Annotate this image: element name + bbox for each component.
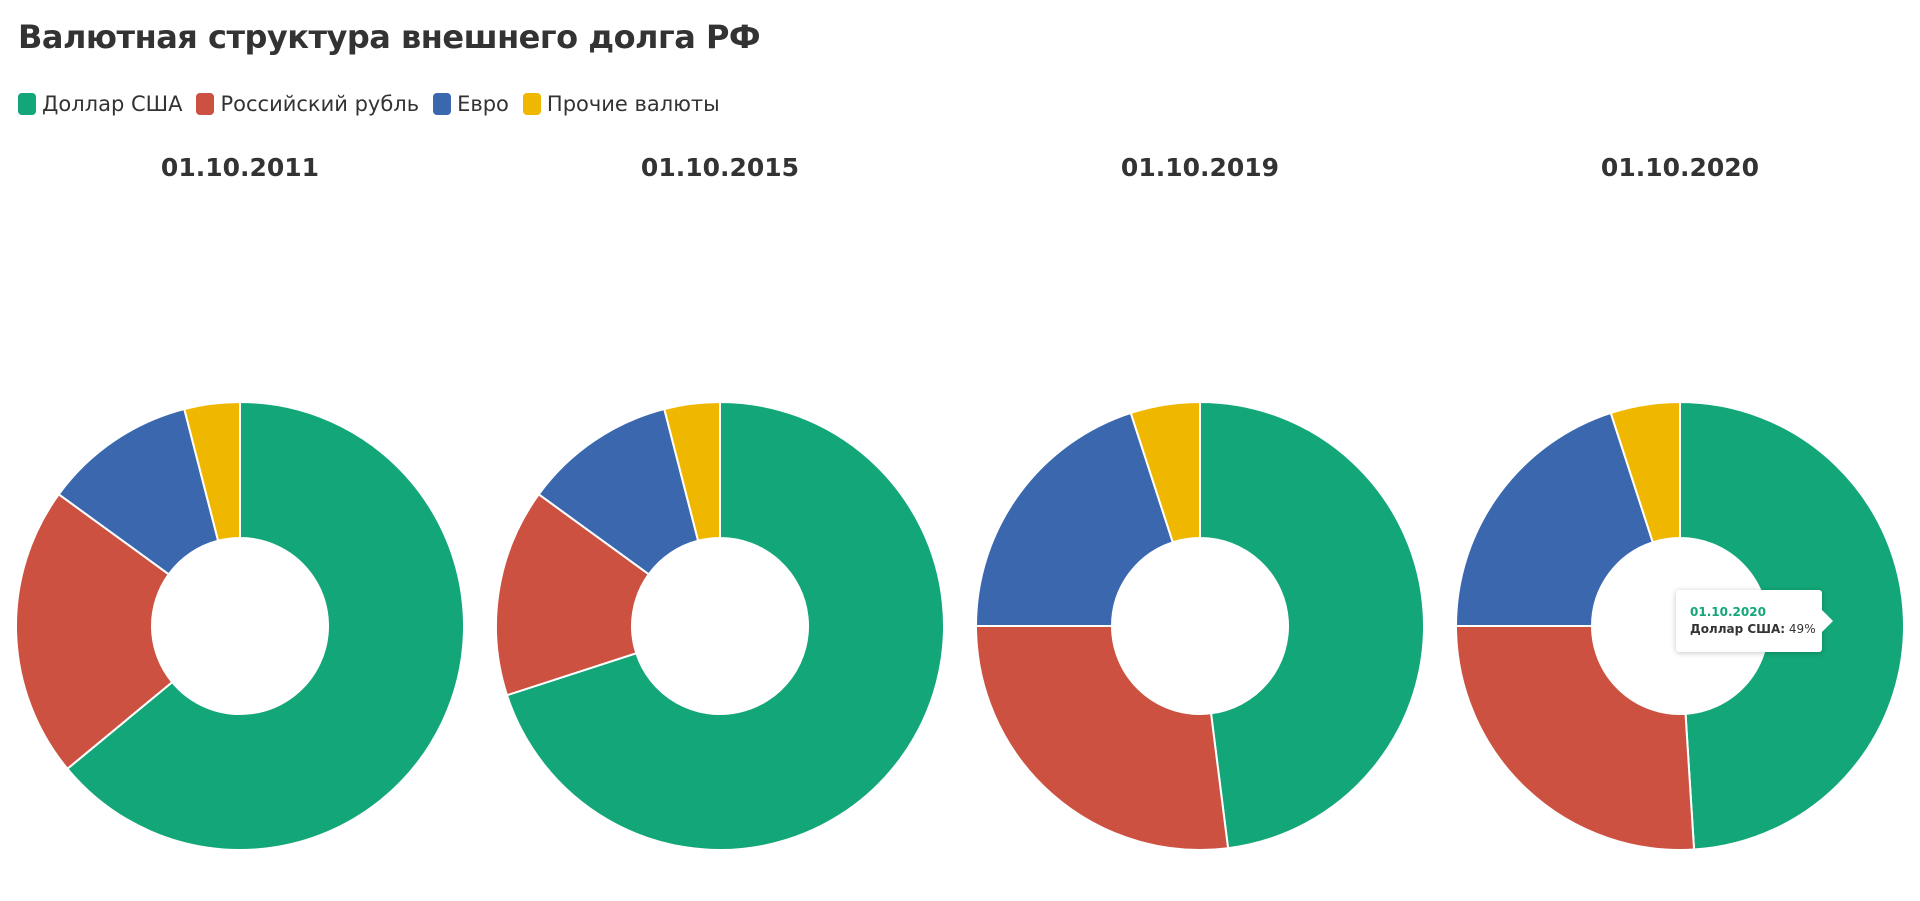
slice-eur[interactable]	[537, 408, 700, 576]
slice-other[interactable]	[1129, 401, 1201, 544]
page-title: Валютная структура внешнего долга РФ	[18, 18, 761, 56]
tooltip-row: Доллар США: 49%	[1690, 620, 1822, 638]
tooltip-title: 01.10.2020	[1690, 605, 1766, 619]
legend-swatch-eur	[433, 93, 452, 115]
legend-label-eur: Евро	[457, 92, 509, 116]
chart-title: 01.10.2015	[641, 153, 799, 182]
legend-swatch-rub	[196, 93, 215, 115]
donut-chart-2: 01.10.2015	[495, 153, 945, 851]
legend-item-eur[interactable]: Евро	[433, 92, 509, 116]
slice-other[interactable]	[1609, 401, 1681, 544]
chart-title: 01.10.2019	[1121, 153, 1279, 182]
chart-title: 01.10.2020	[1601, 153, 1759, 182]
slice-eur[interactable]	[975, 411, 1174, 627]
slice-usd[interactable]	[66, 401, 465, 851]
tooltip: 01.10.2020 Доллар США: 49%	[1676, 590, 1833, 652]
legend-item-rub[interactable]: Российский рубль	[196, 92, 419, 116]
slice-usd[interactable]	[1199, 401, 1425, 850]
slice-eur[interactable]	[1455, 411, 1654, 627]
slice-other[interactable]	[663, 401, 721, 542]
slice-rub[interactable]	[975, 625, 1230, 851]
slice-rub[interactable]	[15, 493, 174, 770]
legend-swatch-other	[522, 93, 541, 115]
slice-eur[interactable]	[57, 408, 220, 576]
donut-chart-3: 01.10.2019	[975, 153, 1425, 851]
legend-label-other: Прочие валюты	[546, 92, 720, 116]
legend-swatch-usd	[18, 93, 36, 115]
legend: Доллар США Российский рубль Евро Прочие …	[18, 92, 734, 116]
legend-label-usd: Доллар США	[42, 92, 183, 116]
legend-item-usd[interactable]: Доллар США	[18, 92, 182, 116]
legend-item-other[interactable]: Прочие валюты	[522, 92, 720, 116]
slice-rub[interactable]	[1455, 625, 1696, 851]
chart-title: 01.10.2011	[161, 153, 319, 182]
donut-chart-4: 01.10.2020	[1455, 153, 1905, 851]
slice-other[interactable]	[183, 401, 241, 542]
tooltip-series: Доллар США:	[1690, 622, 1786, 636]
slice-rub[interactable]	[495, 493, 650, 697]
tooltip-value: 49%	[1788, 622, 1816, 636]
donut-chart-1: 01.10.2011	[15, 153, 465, 851]
legend-label-rub: Российский рубль	[220, 92, 420, 116]
slice-usd[interactable]	[505, 401, 945, 851]
